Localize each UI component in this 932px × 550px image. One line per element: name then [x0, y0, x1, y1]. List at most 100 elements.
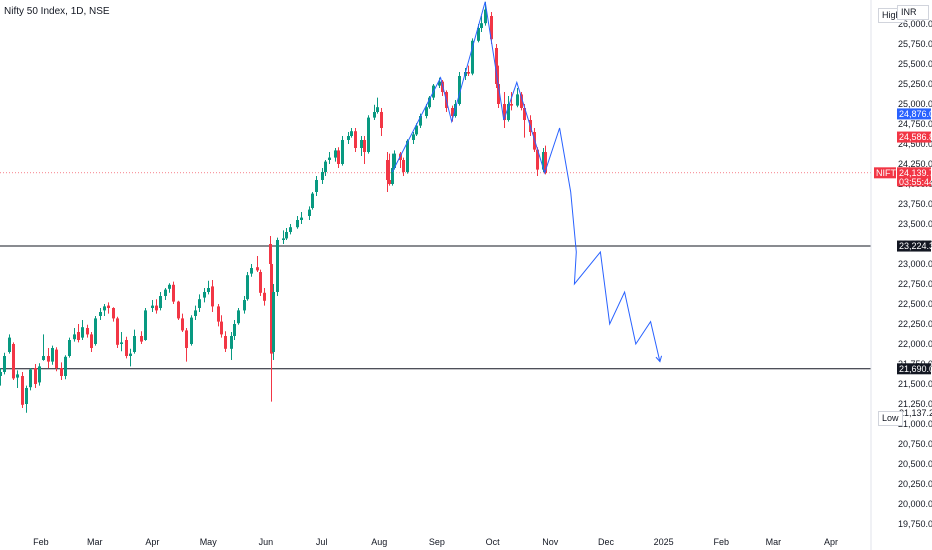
candle: [425, 104, 428, 119]
candle: [480, 16, 483, 32]
candle-body: [458, 76, 461, 104]
candle: [133, 329, 136, 354]
candle-body: [354, 131, 357, 148]
candle-body: [144, 310, 147, 340]
candle-body: [207, 288, 210, 292]
candle-body: [25, 388, 28, 404]
candle: [47, 348, 50, 368]
y-tick-label: 20,500.00: [898, 459, 932, 469]
candle-body: [90, 334, 93, 348]
candle-body: [86, 328, 89, 335]
candle: [144, 308, 147, 341]
candle: [77, 324, 80, 343]
candle-body: [77, 332, 80, 340]
candle: [151, 300, 154, 312]
candle: [86, 324, 89, 338]
candle-body: [64, 356, 67, 376]
price-tag-value: 21,690.05: [899, 364, 932, 374]
candle: [388, 153, 391, 186]
candle: [99, 308, 102, 320]
candle: [94, 316, 97, 346]
candle: [12, 342, 15, 380]
candle: [103, 304, 106, 316]
candle: [467, 65, 470, 76]
y-tick-label: 25,750.00: [898, 39, 932, 49]
candle-body: [34, 368, 37, 384]
candle-body: [16, 374, 19, 378]
y-tick-label: 23,500.00: [898, 219, 932, 229]
candle: [341, 136, 344, 166]
symbol-tag-bg: [874, 167, 896, 179]
candle: [90, 332, 93, 352]
candle-body: [73, 334, 76, 340]
candle: [38, 363, 41, 386]
candle: [516, 88, 519, 108]
y-tick-label: 20,750.00: [898, 439, 932, 449]
candle: [129, 348, 132, 367]
candle-body: [99, 312, 102, 316]
projection-polyline[interactable]: [391, 1, 661, 362]
candle-body: [393, 153, 396, 168]
x-tick-label: Nov: [542, 537, 559, 547]
candle: [112, 307, 115, 322]
candle: [380, 108, 383, 136]
candle-body: [484, 9, 487, 24]
candle-body: [81, 327, 84, 338]
y-tick-label: 24,500.00: [898, 139, 932, 149]
candle-body: [391, 168, 394, 184]
candle-body: [523, 108, 526, 120]
candle-body: [438, 81, 441, 86]
candle-body: [125, 340, 128, 356]
candle: [259, 269, 262, 296]
x-tick-label: Sep: [429, 537, 445, 547]
candle: [16, 370, 19, 388]
candlestick-series: [0, 1, 547, 413]
candle: [185, 328, 188, 362]
candle: [230, 332, 233, 360]
candle-body: [477, 28, 480, 41]
candle-body: [467, 72, 470, 74]
candle-body: [116, 318, 119, 345]
candle-body: [415, 125, 418, 135]
candle: [256, 256, 259, 272]
candle: [211, 280, 214, 312]
candle: [300, 212, 303, 224]
candle: [321, 168, 324, 184]
candle-body: [507, 104, 510, 120]
candle-body: [497, 84, 500, 104]
candle: [285, 228, 288, 240]
currency-label[interactable]: INR: [897, 5, 929, 20]
candle-body: [289, 227, 292, 232]
candle: [510, 92, 513, 111]
countdown-label: 03:55:44: [899, 177, 932, 187]
candle-body: [282, 238, 285, 240]
candle-body: [42, 356, 45, 360]
y-tick-label: 21,250.00: [898, 399, 932, 409]
candle-body: [520, 94, 523, 108]
candle: [172, 281, 175, 304]
candle: [334, 148, 337, 162]
candle-body: [451, 108, 454, 116]
candle: [315, 176, 318, 196]
candle: [64, 355, 67, 380]
candle-body: [269, 244, 272, 264]
candle: [164, 288, 167, 300]
price-tag-bg: [897, 167, 931, 187]
time-axis[interactable]: Feb Mar Apr May Jun Jul Aug Sep Oct Nov Dec 2025 Feb…: [33, 537, 838, 547]
candle: [311, 192, 314, 210]
y-tick-label: 23,750.00: [898, 199, 932, 209]
candle-body: [60, 368, 63, 376]
candle-body: [495, 48, 498, 84]
candle: [198, 294, 201, 312]
candle: [282, 230, 285, 244]
price-tag-bg: [897, 108, 931, 120]
price-axis[interactable]: 19,750.00 20,000.00 20,250.00 20,500.00 20,7…: [870, 0, 932, 550]
candle: [203, 288, 206, 303]
candle: [272, 284, 275, 360]
candle-body: [181, 318, 184, 331]
candle: [116, 316, 119, 348]
candle: [354, 128, 357, 152]
candle-body: [194, 310, 197, 316]
x-tick-label: Feb: [33, 537, 49, 547]
